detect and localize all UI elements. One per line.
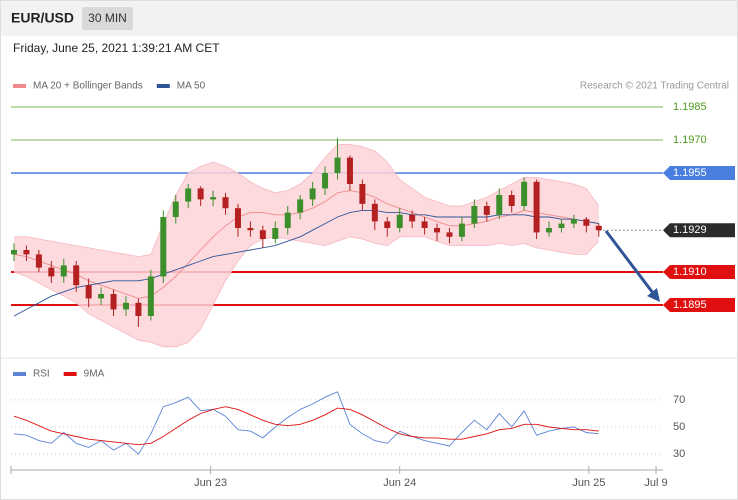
bollinger-upper: [14, 144, 600, 258]
legend-swatch: [13, 372, 26, 376]
legend-label: MA 50: [177, 81, 206, 92]
candle-body: [35, 254, 42, 268]
candle-body: [185, 188, 192, 202]
candle-body: [458, 223, 465, 237]
candle-body: [147, 276, 154, 316]
indicator-line: [13, 406, 599, 446]
bollinger-lower: [13, 236, 600, 348]
candle-body: [11, 250, 17, 255]
legend-swatch: [63, 372, 77, 376]
x-tick-label: Jun 23: [194, 477, 227, 489]
y-tick-label: 50: [673, 421, 685, 433]
candle-body: [483, 206, 490, 215]
candle-body: [197, 188, 204, 200]
level-label: 1.1895: [673, 299, 707, 311]
level-label: 1.1910: [673, 266, 707, 278]
bollinger-band: [14, 144, 599, 347]
level-tag: [663, 298, 735, 312]
x-tick-label: Jul 9: [644, 477, 667, 489]
rsi-panel: RSI 9MA 70 50 30 Jun 23 Jun 24 Jun 25 Jul 9: [10, 369, 685, 489]
copyright: Research © 2021 Trading Central: [580, 81, 729, 92]
candle-body: [210, 197, 217, 200]
candle-body: [160, 217, 167, 277]
price-panel: MA 20 + Bollinger Bands MA 50 1.1985 1.1970…: [11, 81, 735, 348]
candle-body: [135, 302, 142, 316]
candle-body: [546, 228, 553, 233]
candle-body: [309, 188, 316, 200]
candle-body: [533, 181, 540, 233]
legend-swatch: [13, 84, 26, 88]
candle-body: [434, 228, 441, 233]
candle-body: [98, 294, 105, 299]
symbol: EUR/USD: [11, 10, 74, 26]
ma-line: [13, 190, 599, 299]
candle-body: [110, 294, 117, 310]
interval-badge: [82, 7, 133, 30]
level-tag: [663, 166, 735, 180]
level-label: 1.1955: [673, 167, 707, 179]
candle-body: [359, 184, 366, 204]
y-tick-label: 70: [673, 394, 685, 406]
legend-swatch: [156, 84, 170, 88]
interval: 30 MIN: [88, 11, 127, 25]
candle-body: [334, 157, 341, 173]
candle-body: [272, 228, 279, 239]
level-label: 1.1929: [673, 224, 707, 236]
candle-body: [259, 230, 266, 239]
candle-body: [122, 302, 129, 310]
candle-body: [558, 223, 565, 228]
candle-body: [85, 285, 92, 299]
candle-body: [322, 173, 329, 189]
candle-body: [471, 206, 478, 224]
legend-label: RSI: [33, 369, 50, 380]
forecast-arrow: [604, 230, 658, 298]
candle-body: [222, 197, 229, 209]
candle-body: [508, 195, 515, 206]
legend-label: MA 20 + Bollinger Bands: [33, 81, 143, 92]
candle-body: [496, 195, 503, 215]
level-tag: [663, 223, 735, 238]
candle-body: [384, 221, 391, 228]
candle-body: [284, 212, 291, 228]
level-tag: [663, 265, 735, 279]
candle-body: [570, 219, 577, 224]
candle-body: [297, 199, 304, 213]
candle-body: [371, 203, 378, 222]
level-label: 1.1970: [673, 134, 707, 146]
candle-body: [234, 208, 241, 228]
candle-body: [595, 225, 602, 231]
candle-body: [48, 267, 55, 277]
x-tick-label: Jun 24: [383, 477, 416, 489]
candle-body: [23, 250, 30, 255]
legend-label: 9MA: [84, 369, 105, 380]
candle-body: [247, 228, 254, 231]
candle-body: [60, 265, 67, 277]
candle-body: [172, 201, 179, 217]
x-tick-label: Jun 25: [572, 477, 605, 489]
candle-body: [409, 214, 416, 222]
candle-body: [421, 221, 428, 228]
indicator-line: [13, 391, 599, 455]
candle-body: [583, 219, 590, 226]
candle-body: [446, 232, 453, 237]
level-label: 1.1985: [673, 101, 707, 113]
forecast-arrowhead: [647, 288, 660, 302]
candle-body: [73, 265, 80, 286]
candle-body: [396, 214, 403, 228]
timestamp: Friday, June 25, 2021 1:39:21 AM CET: [13, 41, 220, 55]
candle-body: [346, 157, 353, 184]
y-tick-label: 30: [673, 448, 685, 460]
candle-body: [521, 181, 528, 206]
